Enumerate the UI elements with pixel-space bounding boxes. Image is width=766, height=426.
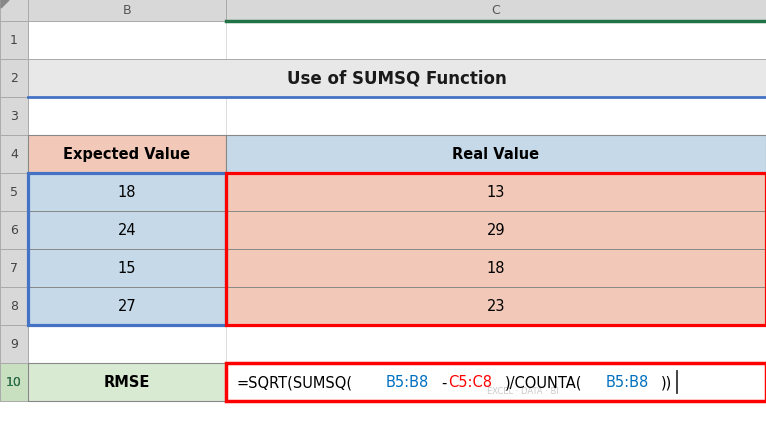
Text: 10: 10 bbox=[6, 376, 22, 389]
Bar bbox=[226, 363, 766, 401]
Bar bbox=[28, 287, 226, 325]
Bar bbox=[28, 173, 226, 211]
Text: B: B bbox=[123, 5, 131, 17]
Text: 23: 23 bbox=[486, 299, 506, 314]
Text: 15: 15 bbox=[118, 261, 136, 276]
Bar bbox=[28, 325, 226, 363]
Text: EXCEL · DATA · BI: EXCEL · DATA · BI bbox=[487, 386, 559, 396]
Bar bbox=[28, 136, 226, 173]
Bar bbox=[226, 363, 766, 401]
Text: )): )) bbox=[661, 374, 673, 390]
Bar bbox=[28, 249, 226, 287]
Bar bbox=[226, 98, 766, 136]
Bar bbox=[28, 363, 226, 401]
Text: 24: 24 bbox=[118, 223, 136, 238]
Text: RMSE: RMSE bbox=[104, 374, 150, 390]
Bar bbox=[28, 0, 226, 22]
Bar bbox=[28, 22, 226, 60]
Bar bbox=[226, 287, 766, 325]
Text: Real Value: Real Value bbox=[453, 147, 539, 162]
Bar bbox=[226, 249, 766, 287]
Text: 2: 2 bbox=[10, 72, 18, 85]
Polygon shape bbox=[1, 1, 9, 9]
Text: 29: 29 bbox=[486, 223, 506, 238]
Bar bbox=[226, 325, 766, 363]
Text: B5:B8: B5:B8 bbox=[386, 374, 429, 390]
Text: B5:B8: B5:B8 bbox=[605, 374, 649, 390]
Bar bbox=[28, 60, 766, 98]
Bar bbox=[28, 173, 226, 325]
Text: 4: 4 bbox=[10, 148, 18, 161]
Bar bbox=[0, 136, 28, 173]
Text: 10: 10 bbox=[6, 376, 22, 389]
Text: 9: 9 bbox=[10, 338, 18, 351]
Bar bbox=[28, 287, 226, 325]
Bar bbox=[28, 136, 226, 173]
Bar bbox=[0, 60, 28, 98]
Text: 18: 18 bbox=[118, 185, 136, 200]
Text: Expected Value: Expected Value bbox=[64, 147, 191, 162]
Text: C5:C8: C5:C8 bbox=[449, 374, 493, 390]
Text: -: - bbox=[442, 374, 447, 390]
Bar bbox=[226, 173, 766, 325]
Bar bbox=[0, 0, 28, 22]
Text: 1: 1 bbox=[10, 35, 18, 47]
Text: C: C bbox=[492, 5, 500, 17]
Bar bbox=[28, 211, 226, 249]
Text: 3: 3 bbox=[10, 110, 18, 123]
Bar bbox=[226, 136, 766, 173]
Text: Use of SUMSQ Function: Use of SUMSQ Function bbox=[287, 70, 507, 88]
Text: 5: 5 bbox=[10, 186, 18, 199]
Bar bbox=[226, 211, 766, 249]
Bar bbox=[226, 287, 766, 325]
Bar bbox=[226, 22, 766, 60]
Bar bbox=[226, 173, 766, 211]
Bar bbox=[226, 0, 766, 22]
Bar bbox=[226, 60, 766, 98]
Text: 7: 7 bbox=[10, 262, 18, 275]
Bar bbox=[226, 136, 766, 173]
Text: 6: 6 bbox=[10, 224, 18, 237]
Bar bbox=[28, 173, 226, 211]
Bar bbox=[226, 173, 766, 211]
Bar bbox=[0, 363, 28, 401]
Bar bbox=[28, 249, 226, 287]
Bar bbox=[0, 325, 28, 363]
Bar bbox=[0, 363, 28, 401]
Text: )/COUNTA(: )/COUNTA( bbox=[506, 374, 583, 390]
Bar bbox=[28, 60, 226, 98]
Text: 18: 18 bbox=[486, 261, 506, 276]
Text: =SQRT(SUMSQ(: =SQRT(SUMSQ( bbox=[236, 374, 352, 390]
Text: 8: 8 bbox=[10, 300, 18, 313]
Bar bbox=[0, 211, 28, 249]
Bar bbox=[226, 211, 766, 249]
Bar bbox=[226, 249, 766, 287]
Bar bbox=[28, 211, 226, 249]
Bar bbox=[28, 98, 226, 136]
Bar bbox=[0, 22, 28, 60]
Bar bbox=[0, 249, 28, 287]
Bar bbox=[0, 173, 28, 211]
Bar bbox=[0, 98, 28, 136]
Bar bbox=[0, 287, 28, 325]
Text: 13: 13 bbox=[487, 185, 506, 200]
Text: 27: 27 bbox=[118, 299, 136, 314]
Bar bbox=[28, 363, 226, 401]
Bar bbox=[226, 363, 766, 401]
